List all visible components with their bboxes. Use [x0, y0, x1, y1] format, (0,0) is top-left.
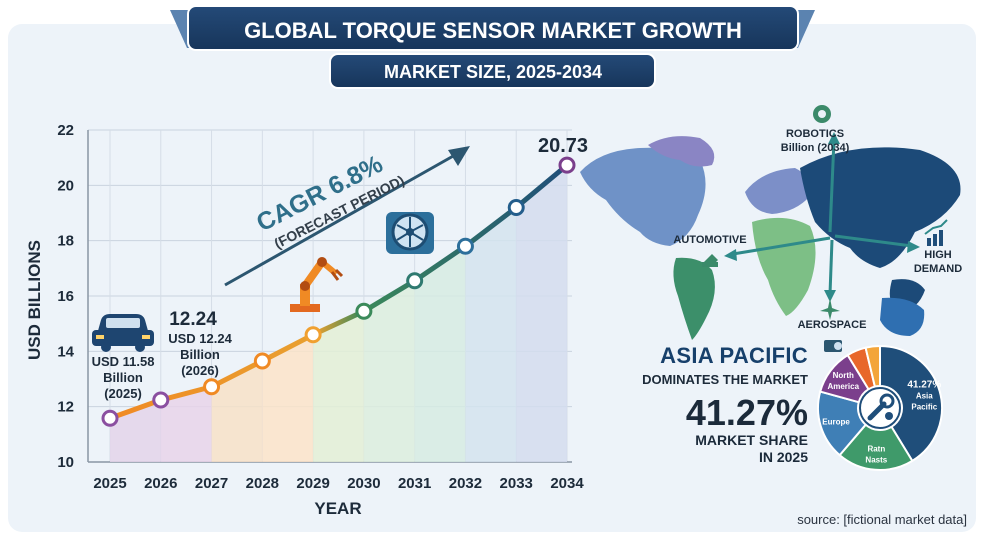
market-share-value: 41.27%	[685, 392, 808, 433]
x-tick-label: 2025	[93, 475, 126, 492]
area-segment	[465, 207, 517, 462]
x-tick-label: 2027	[195, 475, 228, 492]
x-tick-label: 2028	[246, 475, 279, 492]
start-annotation-line2: Billion	[103, 370, 143, 385]
area-segment	[211, 361, 263, 462]
sensor-badge-icon	[824, 340, 842, 352]
automotive-label: AUTOMOTIVE	[673, 234, 746, 246]
robotics-label: ROBOTICS	[786, 128, 844, 140]
pie-slice-label: Pacific	[911, 403, 937, 412]
start-annotation-line1: USD 11.58	[92, 354, 155, 369]
pie-slice-label: Nasts	[865, 455, 887, 464]
x-tick-label: 2029	[296, 475, 329, 492]
y-tick-label: 14	[57, 343, 74, 360]
x-tick-label: 2031	[398, 475, 431, 492]
data-point	[253, 352, 271, 370]
start-annotation-line3: (2025)	[104, 386, 142, 401]
pie-slice-label: North	[833, 371, 854, 380]
data-point	[456, 237, 474, 255]
data-point	[304, 326, 322, 344]
second-annotation-line2: Billion	[180, 347, 220, 362]
map-arrows	[724, 132, 920, 302]
pie-slice	[864, 344, 881, 388]
region-subtitle: DOMINATES THE MARKET	[642, 372, 808, 387]
x-tick-label: 2034	[550, 475, 584, 492]
area-segment	[160, 386, 212, 462]
x-axis-ticks: 2025 2026 2027 2028 2029 2030 2031 2032 2033 2034	[93, 475, 584, 492]
market-share-caption-line1: MARKET SHARE	[695, 432, 808, 448]
source-note: source: [fictional market data]	[797, 512, 967, 527]
pie-slice-label: Ratn	[867, 444, 885, 453]
data-point	[355, 302, 373, 320]
high-demand-label-1: HIGH	[924, 249, 952, 261]
start-annotation: USD 11.58 Billion (2025)	[92, 354, 155, 401]
aerospace-icon	[820, 298, 840, 320]
robotics-sublabel: Billion (2034)	[781, 142, 850, 154]
y-tick-label: 22	[57, 122, 74, 139]
series-points	[101, 156, 576, 427]
end-value-label: 20.73	[538, 135, 588, 157]
car-icon	[92, 314, 154, 352]
x-axis-title: YEAR	[314, 499, 361, 518]
map-australia	[880, 297, 925, 336]
data-point	[406, 272, 424, 290]
pie-slice-label: Europe	[822, 417, 850, 426]
series-line	[107, 162, 570, 421]
robot-arm-icon	[290, 257, 344, 312]
area-segment	[363, 280, 415, 462]
high-demand-label-2: DEMAND	[914, 263, 962, 275]
data-point	[101, 409, 119, 427]
header-banner: GLOBAL TORQUE SENSOR MARKET GROWTH	[170, 5, 815, 51]
pie-slice-label: Asia	[916, 392, 933, 401]
region-title: ASIA PACIFIC	[660, 343, 808, 368]
map-europe	[745, 168, 811, 214]
map-north-america	[580, 147, 706, 246]
data-point	[203, 378, 221, 396]
pie-slice-label: 41.27%	[907, 380, 941, 391]
robotics-icon	[813, 105, 831, 123]
header-subtitle: MARKET SIZE, 2025-2034	[384, 62, 602, 82]
area-segment	[516, 165, 567, 463]
y-axis-ticks: 10 12 14 16 18 20 22	[57, 122, 74, 471]
second-annotation-line1: USD 12.24	[168, 331, 232, 346]
map-greenland	[648, 136, 715, 167]
area-segment	[262, 334, 314, 462]
x-tick-label: 2026	[144, 475, 177, 492]
map-south-america	[673, 257, 715, 340]
second-annotation: 12.24 USD 12.24 Billion (2026)	[168, 309, 232, 378]
y-tick-label: 10	[57, 454, 74, 471]
y-tick-label: 18	[57, 233, 74, 250]
data-point	[558, 156, 576, 174]
x-tick-label: 2030	[347, 475, 380, 492]
turbine-icon	[386, 212, 434, 254]
area-segment	[313, 311, 364, 462]
y-tick-label: 16	[57, 288, 74, 305]
aerospace-label: AEROSPACE	[798, 319, 867, 331]
data-point	[152, 391, 170, 409]
y-axis-title: USD BILLIONS	[25, 240, 44, 360]
y-tick-label: 20	[57, 177, 74, 194]
header-title: GLOBAL TORQUE SENSOR MARKET GROWTH	[244, 18, 742, 43]
cagr-arrow	[224, 146, 470, 287]
x-tick-label: 2032	[449, 475, 482, 492]
data-point	[507, 198, 525, 216]
high-demand-icon	[924, 219, 948, 246]
automotive-icon	[702, 254, 718, 267]
x-tick-label: 2033	[500, 475, 533, 492]
subheader-banner: MARKET SIZE, 2025-2034	[329, 53, 656, 89]
market-share-caption: MARKET SHARE IN 2025	[640, 432, 808, 466]
market-share-caption-line2: IN 2025	[758, 449, 808, 465]
pie-chart: 41.27%Asia Pacific Ratn Nasts Europe North Ame…	[817, 344, 943, 471]
pie-center-gear-icon	[859, 387, 901, 429]
pie-slice-label: America	[827, 382, 859, 391]
area-segment	[414, 246, 466, 462]
second-annotation-value: 12.24	[169, 309, 217, 330]
y-tick-label: 12	[57, 399, 74, 416]
second-annotation-line3: (2026)	[181, 363, 219, 378]
